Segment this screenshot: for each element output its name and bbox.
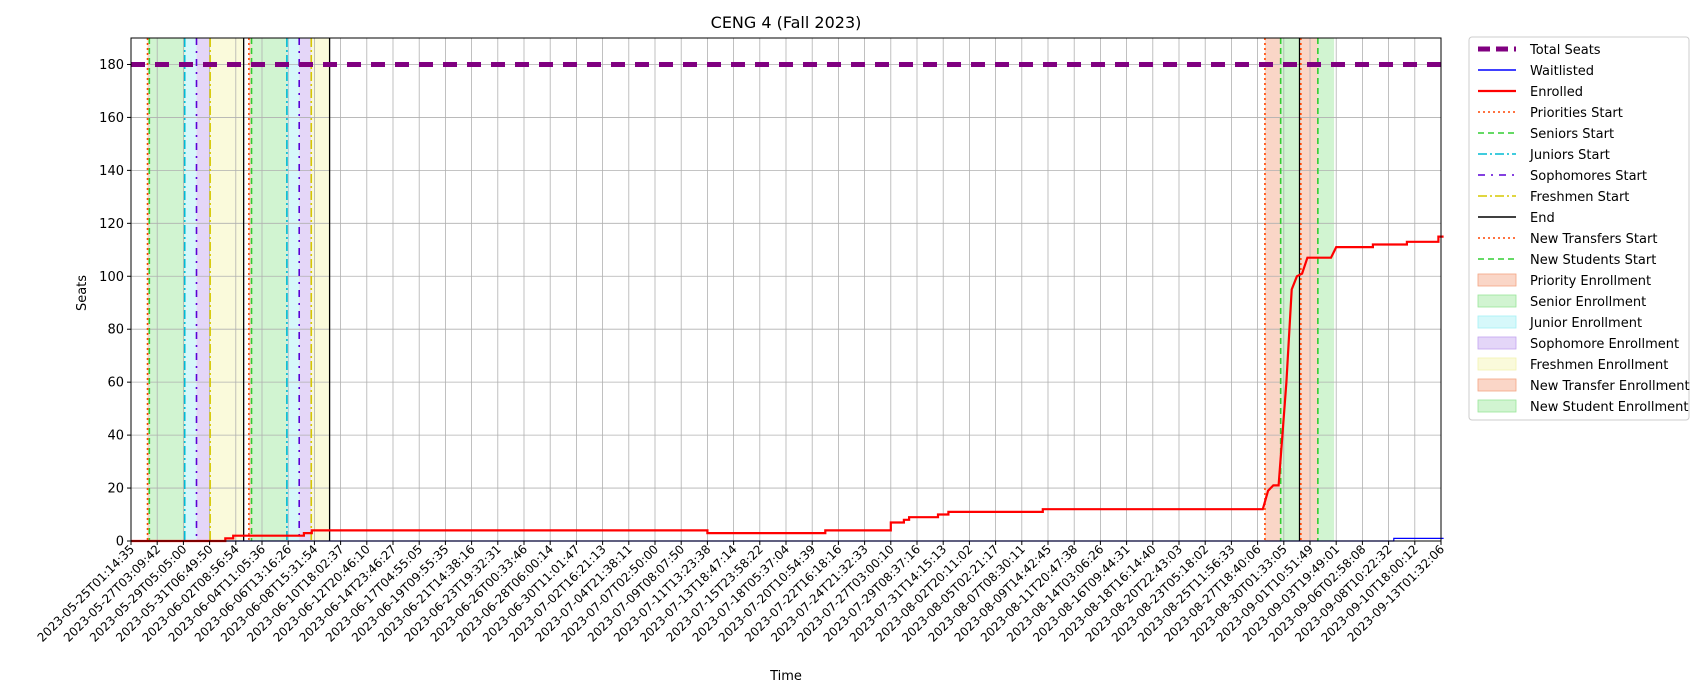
legend-label-enrolled: Enrolled [1530, 85, 1583, 100]
legend-swatch-senior-enrollment [1477, 294, 1517, 308]
x-axis-label: Time [769, 669, 802, 684]
y-axis-label: Seats [75, 275, 90, 311]
legend-label-seniors-start: Seniors Start [1530, 127, 1614, 142]
legend-label-waitlisted: Waitlisted [1530, 64, 1594, 79]
span-freshmen-enrollment [210, 38, 244, 541]
y-tick-label: 100 [99, 270, 124, 285]
chart-title: CENG 4 (Fall 2023) [711, 13, 862, 32]
legend-swatch-new-student-enrollment [1477, 399, 1517, 413]
span-new-student-enrollment [1317, 38, 1335, 541]
span-junior-enrollment [184, 38, 197, 541]
legend-label-priority-enrollment: Priority Enrollment [1530, 274, 1651, 289]
series-line-enrolled [131, 235, 1444, 543]
legend-label-sophomore-enrollment: Sophomore Enrollment [1530, 337, 1679, 352]
legend-label-junior-enrollment: Junior Enrollment [1529, 316, 1642, 331]
y-tick-label: 40 [107, 429, 124, 444]
legend-label-sophomores-start: Sophomores Start [1530, 169, 1647, 184]
legend-label-freshmen-start: Freshmen Start [1530, 190, 1629, 205]
legend-label-priorities-start: Priorities Start [1530, 106, 1623, 121]
y-tick-label: 20 [107, 482, 124, 497]
legend-swatch-freshmen-enrollment [1477, 357, 1517, 371]
y-tick-label: 140 [99, 164, 124, 179]
legend-label-end: End [1530, 211, 1555, 226]
grid-lines [130, 38, 1442, 542]
legend-label-new-student-enrollment: New Student Enrollment [1530, 400, 1688, 415]
y-tick-label: 0 [116, 535, 124, 550]
legend-swatch-priority-enrollment [1477, 273, 1517, 287]
legend-swatch-junior-enrollment [1477, 315, 1517, 329]
y-axis-ticks: 0 20 40 60 80 100 120 140 160 180 [99, 58, 131, 550]
span-junior-enrollment [286, 38, 300, 541]
y-tick-label: 160 [99, 111, 124, 126]
span-priority-enrollment [248, 38, 252, 541]
legend: Total Seats Waitlisted Enrolled Priorities … [1468, 36, 1690, 421]
legend-label-new-transfers-start: New Transfers Start [1530, 232, 1657, 247]
y-tick-label: 80 [107, 323, 124, 338]
y-tick-label: 180 [99, 58, 124, 73]
x-axis-ticks: 2023-05-25T01:14:352023-05-27T03:09:4220… [35, 541, 1447, 645]
span-senior-enrollment [251, 38, 287, 541]
y-tick-label: 120 [99, 217, 124, 232]
span-senior-enrollment [1280, 38, 1300, 541]
enrollment-period-shading [147, 38, 1335, 541]
legend-label-new-students-start: New Students Start [1530, 253, 1656, 268]
legend-label-total-seats: Total Seats [1529, 43, 1601, 58]
y-tick-label: 60 [107, 376, 124, 391]
legend-label-freshmen-enrollment: Freshmen Enrollment [1530, 358, 1668, 373]
span-new-transfer-enrollment [1300, 38, 1318, 541]
span-priority-enrollment [147, 38, 150, 541]
legend-label-senior-enrollment: Senior Enrollment [1530, 295, 1646, 310]
legend-label-juniors-start: Juniors Start [1529, 148, 1610, 163]
legend-swatch-new-transfer-enrollment [1477, 378, 1517, 392]
span-senior-enrollment [149, 38, 185, 541]
span-freshmen-enrollment [311, 38, 330, 541]
event-lines [146, 38, 1319, 541]
legend-swatch-sophomore-enrollment [1477, 336, 1517, 350]
span-sophomore-enrollment [196, 38, 211, 541]
legend-frame [1468, 36, 1690, 421]
span-priority-enrollment [1264, 38, 1281, 541]
legend-label-new-transfer-enrollment: New Transfer Enrollment [1530, 379, 1690, 394]
span-sophomore-enrollment [299, 38, 312, 541]
